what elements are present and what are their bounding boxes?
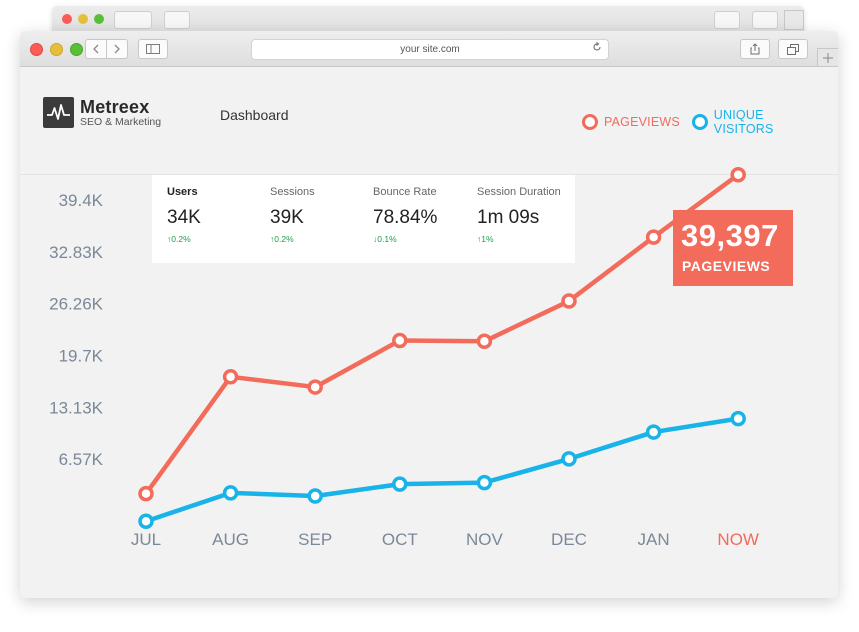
maximize-window-button[interactable] [70,43,83,56]
legend-label-unique-visitors: UNIQUE VISITORS [713,108,774,136]
stat-change: ↑0.2% [270,234,294,244]
data-point-1-1 [222,485,239,501]
brand-tagline: SEO & Marketing [80,115,162,128]
data-point-1-6 [645,424,662,440]
stat-value: 34K [167,207,201,228]
plus-icon [823,52,833,63]
series-line-1 [143,416,741,524]
reload-arrow-icon [593,42,601,51]
brand-name: Metreex [80,96,150,117]
data-point-1-5 [561,451,577,467]
legend-item-unique-visitors[interactable]: UNIQUE VISITORS [691,108,826,136]
background-traffic-lights [62,14,104,24]
y-axis-tick-label: 39.4K [59,191,104,210]
latest-pageviews-callout: 39,397 PAGEVIEWS [673,210,793,286]
callout-label: PAGEVIEWS [682,258,771,274]
data-point-0-3 [392,332,408,349]
background-share-button [714,11,740,29]
background-new-tab-button [784,10,804,30]
x-axis-tick-label: DEC [551,530,587,549]
x-axis-tick-label: JAN [638,530,670,549]
stat-value: 78.84% [373,207,438,228]
data-point-0-5 [561,293,577,309]
x-axis-tick-label: AUG [212,530,249,549]
traffic-lights [30,43,83,56]
show-tabs-button[interactable] [778,39,808,59]
stat-value: 1m 09s [477,207,540,228]
chart-legend: PAGEVIEWS UNIQUE VISITORS [582,108,838,136]
background-minimize-dot [78,14,88,24]
brand-logo[interactable]: Metreex SEO & Marketing [43,97,161,128]
series-line-0 [143,172,741,496]
minimize-window-button[interactable] [50,43,63,56]
y-axis-tick-label: 26.26K [49,295,104,314]
callout-value: 39,397 [681,218,779,253]
share-icon [750,43,760,55]
sidebar-icon [146,44,160,54]
sidebar-toggle-button[interactable] [138,39,168,59]
new-tab-button[interactable] [817,48,838,67]
background-nav-buttons [114,11,152,29]
stat-label: Users [167,186,198,198]
data-point-0-2 [307,379,323,395]
stat-change: ↓0.1% [373,234,397,244]
address-bar[interactable]: your site.com [251,39,609,60]
pulse-logo-icon [43,97,74,128]
data-point-0-6 [645,229,662,245]
address-bar-url: your site.com [400,44,460,55]
dashboard-header: Metreex SEO & Marketing Dashboard PAGEVI… [20,67,838,175]
chevron-left-icon [93,44,99,54]
background-maximize-dot [94,14,104,24]
unique-visitors-legend-circle-icon [691,114,708,130]
x-axis-tick-label: NOV [466,530,504,549]
data-point-1-7 [730,410,746,427]
legend-label-pageviews: PAGEVIEWS [604,115,680,129]
forward-button[interactable] [107,39,128,59]
y-axis-tick-label: 13.13K [49,398,104,417]
data-point-1-0 [138,513,154,530]
background-tabs-button [752,11,778,29]
data-point-1-2 [307,488,323,504]
pageviews-legend-circle-icon [582,114,598,130]
data-point-0-1 [222,369,239,385]
y-axis-tick-label: 32.83K [49,243,104,262]
data-point-0-4 [476,333,493,350]
stat-label: Sessions [270,186,315,198]
x-axis-tick-label: JUL [131,530,161,549]
background-close-dot [62,14,72,24]
stat-label: Session Duration [477,186,561,198]
browser-window: your site.com Metreex SEO & Marketing Da… [20,31,838,598]
tabs-icon [787,43,799,55]
legend-item-pageviews[interactable]: PAGEVIEWS [582,114,680,130]
y-axis-tick-label: 6.57K [59,450,104,469]
stat-change: ↑0.2% [167,234,191,244]
chevron-right-icon [114,44,120,54]
x-axis-tick-label: OCT [382,530,418,549]
data-point-0-0 [138,485,154,502]
stat-value: 39K [270,207,304,228]
page-title: Dashboard [220,107,289,123]
back-button[interactable] [85,39,107,59]
data-point-1-4 [476,474,493,491]
navigation-buttons [85,39,128,59]
x-axis-tick-label: SEP [298,530,332,549]
share-button[interactable] [740,39,770,59]
reload-icon[interactable] [592,40,602,59]
stats-summary-card: Users 34K ↑0.2% Sessions 39K ↑0.2% Bounc… [152,175,575,263]
y-axis-tick-label: 19.7K [59,347,104,366]
close-window-button[interactable] [30,43,43,56]
browser-toolbar: your site.com [20,31,838,67]
data-point-1-3 [392,476,408,492]
stat-change: ↑1% [477,234,494,244]
background-sidebar-button [164,11,190,29]
x-axis-tick-label: NOW [717,530,759,549]
data-point-0-7 [730,166,746,183]
traffic-line-chart: 6.57K 13.13K 19.7K 26.26K 32.83K 39.4K JUL AUG S… [49,166,759,549]
stat-label: Bounce Rate [373,186,437,198]
